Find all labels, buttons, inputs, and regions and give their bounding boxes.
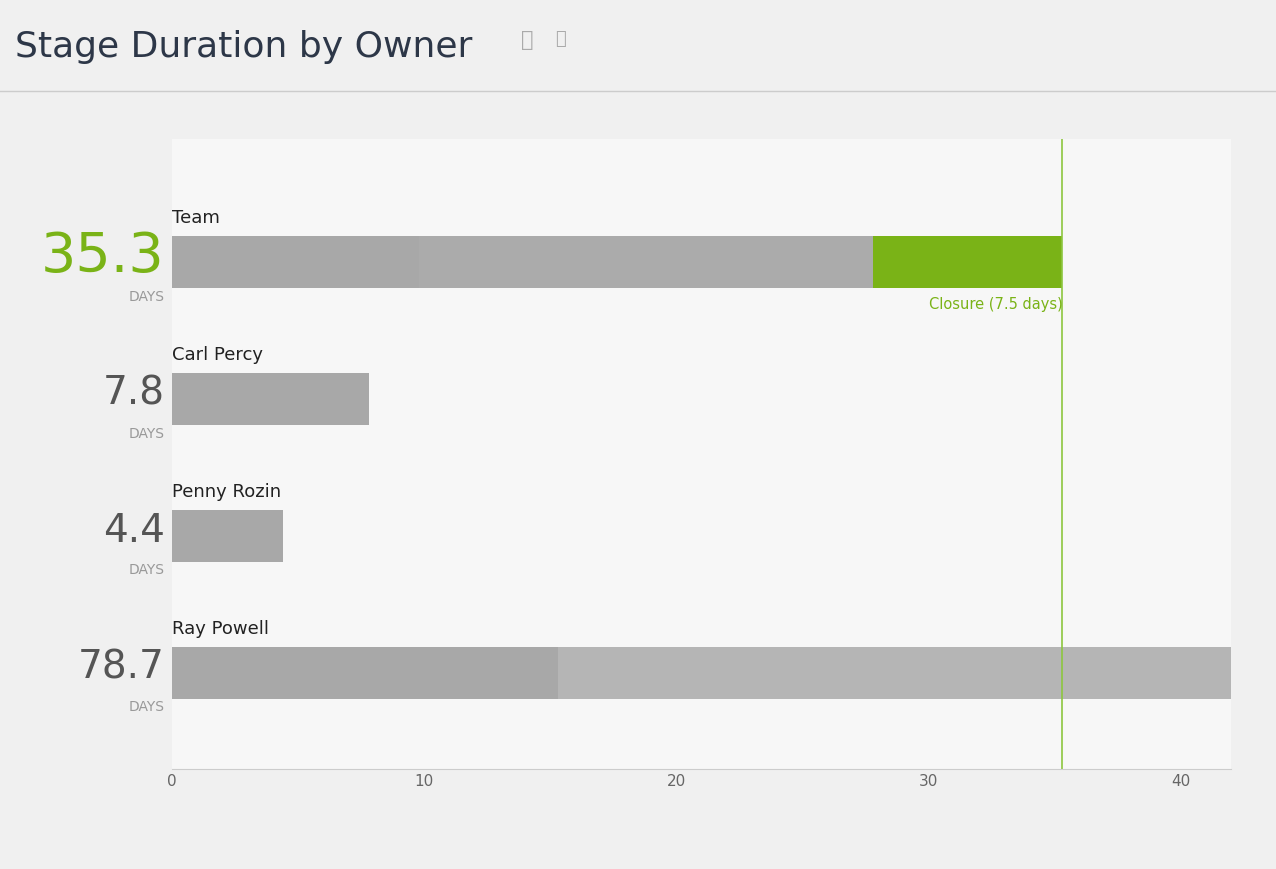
Text: Closure (7.5 days): Closure (7.5 days) (929, 296, 1063, 312)
Text: Penny Rozin: Penny Rozin (172, 482, 282, 501)
Text: Ray Powell: Ray Powell (172, 620, 269, 638)
Text: Team: Team (172, 209, 221, 227)
Text: 4.4: 4.4 (103, 512, 165, 550)
Text: ⓘ: ⓘ (521, 30, 533, 50)
Bar (172, 374, 369, 425)
Text: ❓: ❓ (555, 30, 565, 49)
Bar (873, 236, 1063, 289)
Text: DAYS: DAYS (129, 563, 165, 578)
Text: DAYS: DAYS (129, 289, 165, 303)
Text: Carl Percy: Carl Percy (172, 346, 263, 363)
Text: 35.3: 35.3 (41, 229, 165, 284)
Bar (172, 647, 558, 700)
Text: DAYS: DAYS (129, 700, 165, 714)
Text: DAYS: DAYS (129, 427, 165, 441)
Bar (172, 236, 420, 289)
Bar (420, 236, 873, 289)
Text: Stage Duration by Owner: Stage Duration by Owner (15, 30, 472, 64)
Text: 78.7: 78.7 (78, 649, 165, 687)
Text: 7.8: 7.8 (102, 375, 165, 413)
Bar (172, 510, 283, 562)
Bar (558, 647, 1276, 700)
